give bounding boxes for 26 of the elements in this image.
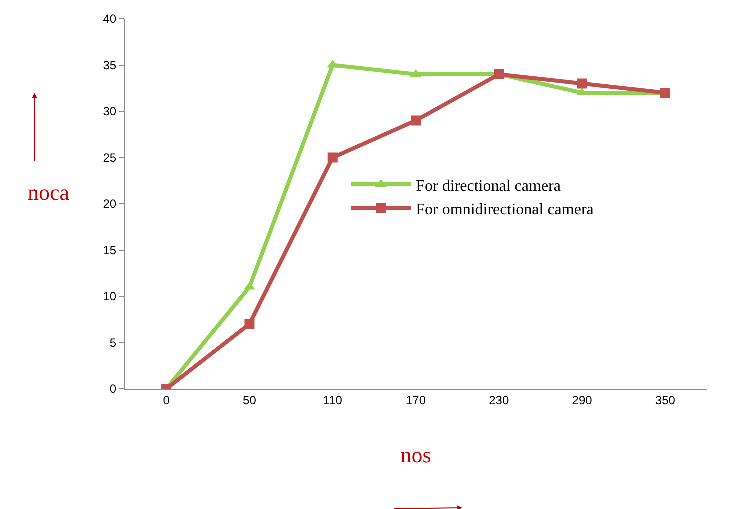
y-tick-label: 25	[103, 150, 117, 165]
point	[494, 70, 504, 80]
point	[660, 88, 670, 98]
x-tick-label: 0	[163, 393, 170, 408]
y-tick-label: 30	[103, 104, 117, 119]
y-axis-title: noca	[28, 180, 70, 205]
x-tick-label: 350	[655, 393, 676, 408]
y-tick-label: 5	[110, 336, 117, 350]
x-tick-label: 290	[572, 393, 593, 408]
point	[577, 78, 588, 89]
y-tick-label: 15	[103, 243, 117, 258]
x-tick-label: 110	[323, 393, 343, 408]
x-tick-label: 230	[489, 393, 510, 408]
x-axis-title: nos	[400, 442, 432, 468]
x-tick-label: 50	[243, 393, 257, 408]
point	[244, 319, 255, 330]
y-tick-label: 40	[103, 12, 117, 26]
point	[411, 116, 421, 126]
y-tick-label: 0	[110, 382, 117, 396]
legend-label: For omnidirectional camera	[416, 202, 594, 219]
y-tick-label: 10	[103, 290, 117, 304]
legend-label: For directional camera	[416, 178, 561, 195]
point	[328, 152, 338, 163]
y-tick-label: 20	[103, 197, 117, 212]
x-tick-label: 170	[406, 393, 426, 408]
y-tick-label: 35	[103, 58, 117, 72]
